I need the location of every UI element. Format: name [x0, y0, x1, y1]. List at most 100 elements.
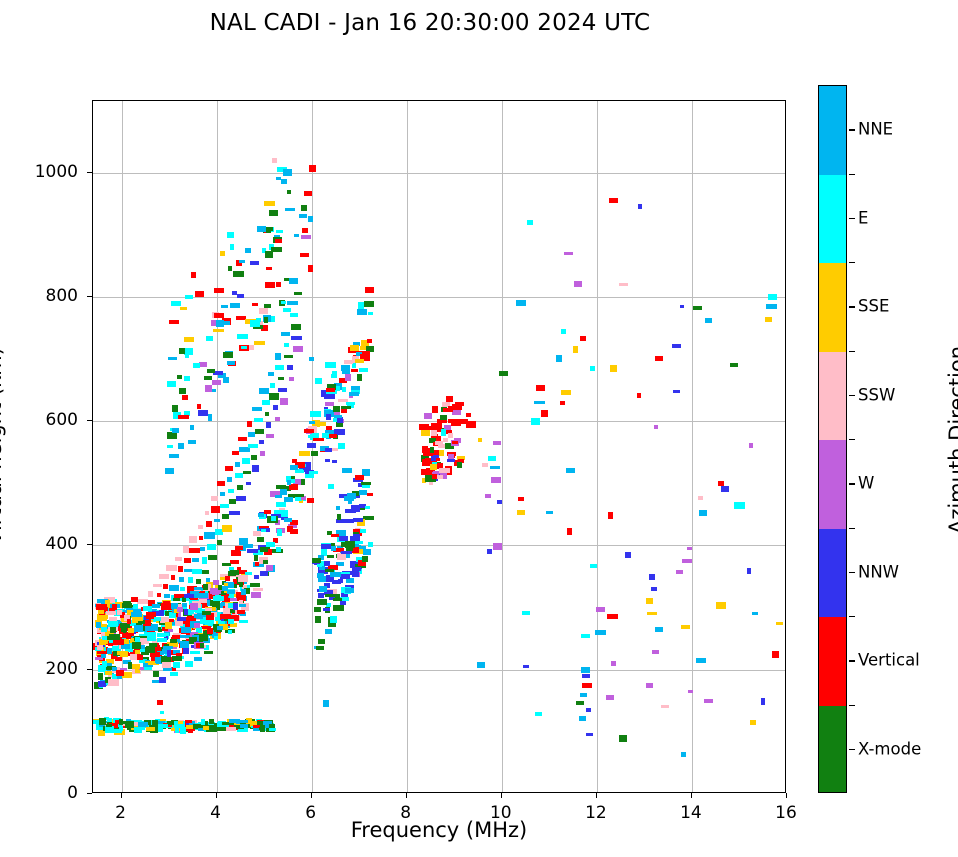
scatter-point: [184, 623, 192, 628]
scatter-point: [172, 411, 181, 419]
scatter-point: [359, 346, 368, 350]
x-tick: [215, 793, 217, 798]
colorbar-segment-sse: [819, 263, 846, 352]
scatter-point: [217, 480, 226, 486]
scatter-point: [330, 615, 338, 623]
y-tick-label: 1000: [34, 161, 78, 182]
scatter-point: [237, 575, 248, 583]
scatter-point: [204, 531, 216, 539]
colorbar-boundary-tick: [849, 527, 855, 529]
scatter-point: [247, 432, 255, 438]
scatter-point: [266, 542, 276, 548]
scatter-point: [255, 428, 265, 434]
scatter-point: [715, 601, 726, 609]
scatter-point: [607, 511, 613, 519]
scatter-point: [339, 574, 350, 580]
scatter-point: [654, 425, 659, 430]
scatter-point: [257, 226, 267, 233]
scatter-point: [281, 179, 288, 185]
scatter-point: [101, 626, 107, 632]
scatter-point: [453, 462, 458, 466]
scatter-point: [325, 362, 337, 369]
scatter-point: [120, 617, 127, 623]
scatter-point: [586, 733, 594, 737]
scatter-point: [290, 465, 298, 471]
scatter-point: [359, 353, 370, 361]
scatter-point: [188, 535, 197, 543]
scatter-point: [609, 364, 617, 372]
colorbar-label-nnw: NNW: [858, 562, 900, 582]
scatter-point: [749, 442, 754, 448]
colorbar-tick: [849, 306, 855, 308]
scatter-point: [340, 542, 351, 547]
colorbar-tick: [849, 217, 855, 220]
scatter-point: [184, 660, 193, 667]
scatter-point: [304, 190, 312, 196]
scatter-point: [181, 626, 191, 633]
scatter-point: [201, 625, 212, 629]
scatter-point: [137, 722, 148, 728]
scatter-point: [230, 549, 241, 556]
scatter-point: [156, 720, 165, 725]
scatter-point: [217, 540, 223, 546]
scatter-point: [173, 594, 184, 599]
scatter-point: [357, 374, 363, 382]
scatter-point: [177, 606, 184, 612]
scatter-point: [324, 448, 332, 453]
scatter-point: [459, 418, 468, 424]
scatter-point: [234, 462, 240, 468]
scatter-point: [215, 727, 226, 732]
scatter-point: [117, 667, 127, 671]
scatter-point: [218, 591, 226, 595]
scatter-point: [100, 654, 106, 659]
scatter-point: [220, 574, 231, 579]
scatter-point: [541, 410, 549, 418]
scatter-point: [338, 536, 348, 542]
colorbar-tick: [849, 660, 855, 662]
scatter-point: [128, 633, 135, 637]
scatter-point: [203, 720, 209, 725]
scatter-point: [260, 546, 269, 552]
scatter-point: [351, 504, 361, 512]
scatter-point: [361, 481, 371, 485]
scatter-point: [121, 721, 130, 724]
scatter-point: [124, 721, 134, 728]
scatter-point: [611, 661, 616, 666]
scatter-point: [213, 370, 223, 375]
scatter-point: [226, 727, 237, 732]
scatter-point: [310, 411, 322, 418]
scatter-point: [207, 600, 213, 607]
scatter-point: [316, 598, 327, 605]
scatter-point: [99, 718, 107, 726]
scatter-point: [546, 510, 554, 514]
scatter-point: [360, 340, 369, 347]
scatter-point: [222, 524, 232, 532]
scatter-point: [496, 499, 502, 504]
scatter-point: [317, 421, 326, 426]
scatter-point: [352, 534, 360, 541]
scatter-point: [180, 726, 187, 734]
scatter-point: [231, 593, 239, 597]
scatter-point: [447, 470, 453, 476]
scatter-point: [189, 590, 200, 595]
scatter-point: [356, 556, 368, 562]
scatter-point: [183, 337, 194, 343]
scatter-point: [362, 555, 368, 562]
scatter-point: [117, 610, 123, 616]
scatter-point: [320, 561, 325, 567]
scatter-point: [156, 699, 163, 705]
scatter-point: [134, 727, 143, 734]
scatter-point: [185, 725, 197, 730]
scatter-point: [217, 625, 224, 630]
scatter-point: [264, 509, 272, 514]
scatter-point: [229, 592, 235, 599]
scatter-point: [164, 622, 172, 630]
scatter-point: [590, 563, 598, 568]
scatter-point: [160, 624, 168, 629]
gridline-vertical: [216, 101, 218, 792]
scatter-point: [222, 607, 230, 614]
scatter-point: [283, 518, 292, 522]
scatter-point: [341, 407, 348, 413]
scatter-point: [145, 611, 156, 619]
scatter-point: [241, 604, 249, 611]
